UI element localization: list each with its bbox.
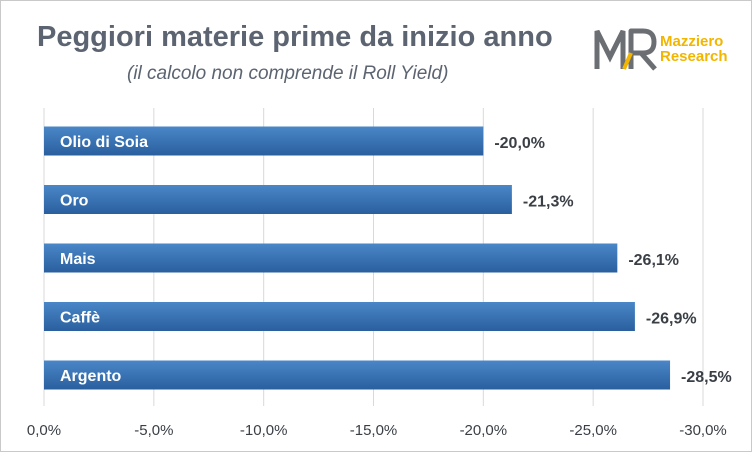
logo-line-2: Research [660,48,728,65]
bar [44,360,671,390]
bar [44,126,484,156]
data-label: -20,0% [494,135,545,152]
data-label: -21,3% [523,194,574,211]
data-label: -26,1% [628,252,679,269]
mr-monogram-icon [594,28,657,71]
x-tick-label: -25,0% [569,422,617,439]
category-label: Mais [60,251,96,268]
logo-line-1: Mazziero [660,33,724,50]
data-labels: -20,0% -21,3% -26,1% -26,9% -28,5% [494,135,731,386]
x-axis-ticks: 0,0% -5,0% -10,0% -15,0% -20,0% -25,0% -30,0% [27,422,727,439]
category-label: Caffè [60,310,100,327]
category-label: Olio di Soia [60,134,148,151]
bar [44,185,512,214]
bar [44,302,635,331]
chart-title: Peggiori materie prime da inizio anno [37,21,553,53]
x-tick-label: -10,0% [240,422,288,439]
data-label: -26,9% [646,311,697,328]
x-tick-label: -15,0% [350,422,398,439]
mazziero-research-logo: Mazziero Research [594,23,744,75]
x-tick-label: -5,0% [134,422,173,439]
category-label: Oro [60,193,89,210]
x-tick-label: -30,0% [679,422,727,439]
bars: Olio di Soia Oro Mais Caffè Argento [44,126,671,390]
logo-wordmark: Mazziero Research [660,34,728,64]
chart-subtitle: (il calcolo non comprende il Roll Yield) [127,63,449,84]
data-label: -28,5% [681,369,732,386]
category-label: Argento [60,368,122,385]
x-tick-label: -20,0% [460,422,508,439]
bar [44,243,618,273]
x-tick-label: 0,0% [27,422,61,439]
